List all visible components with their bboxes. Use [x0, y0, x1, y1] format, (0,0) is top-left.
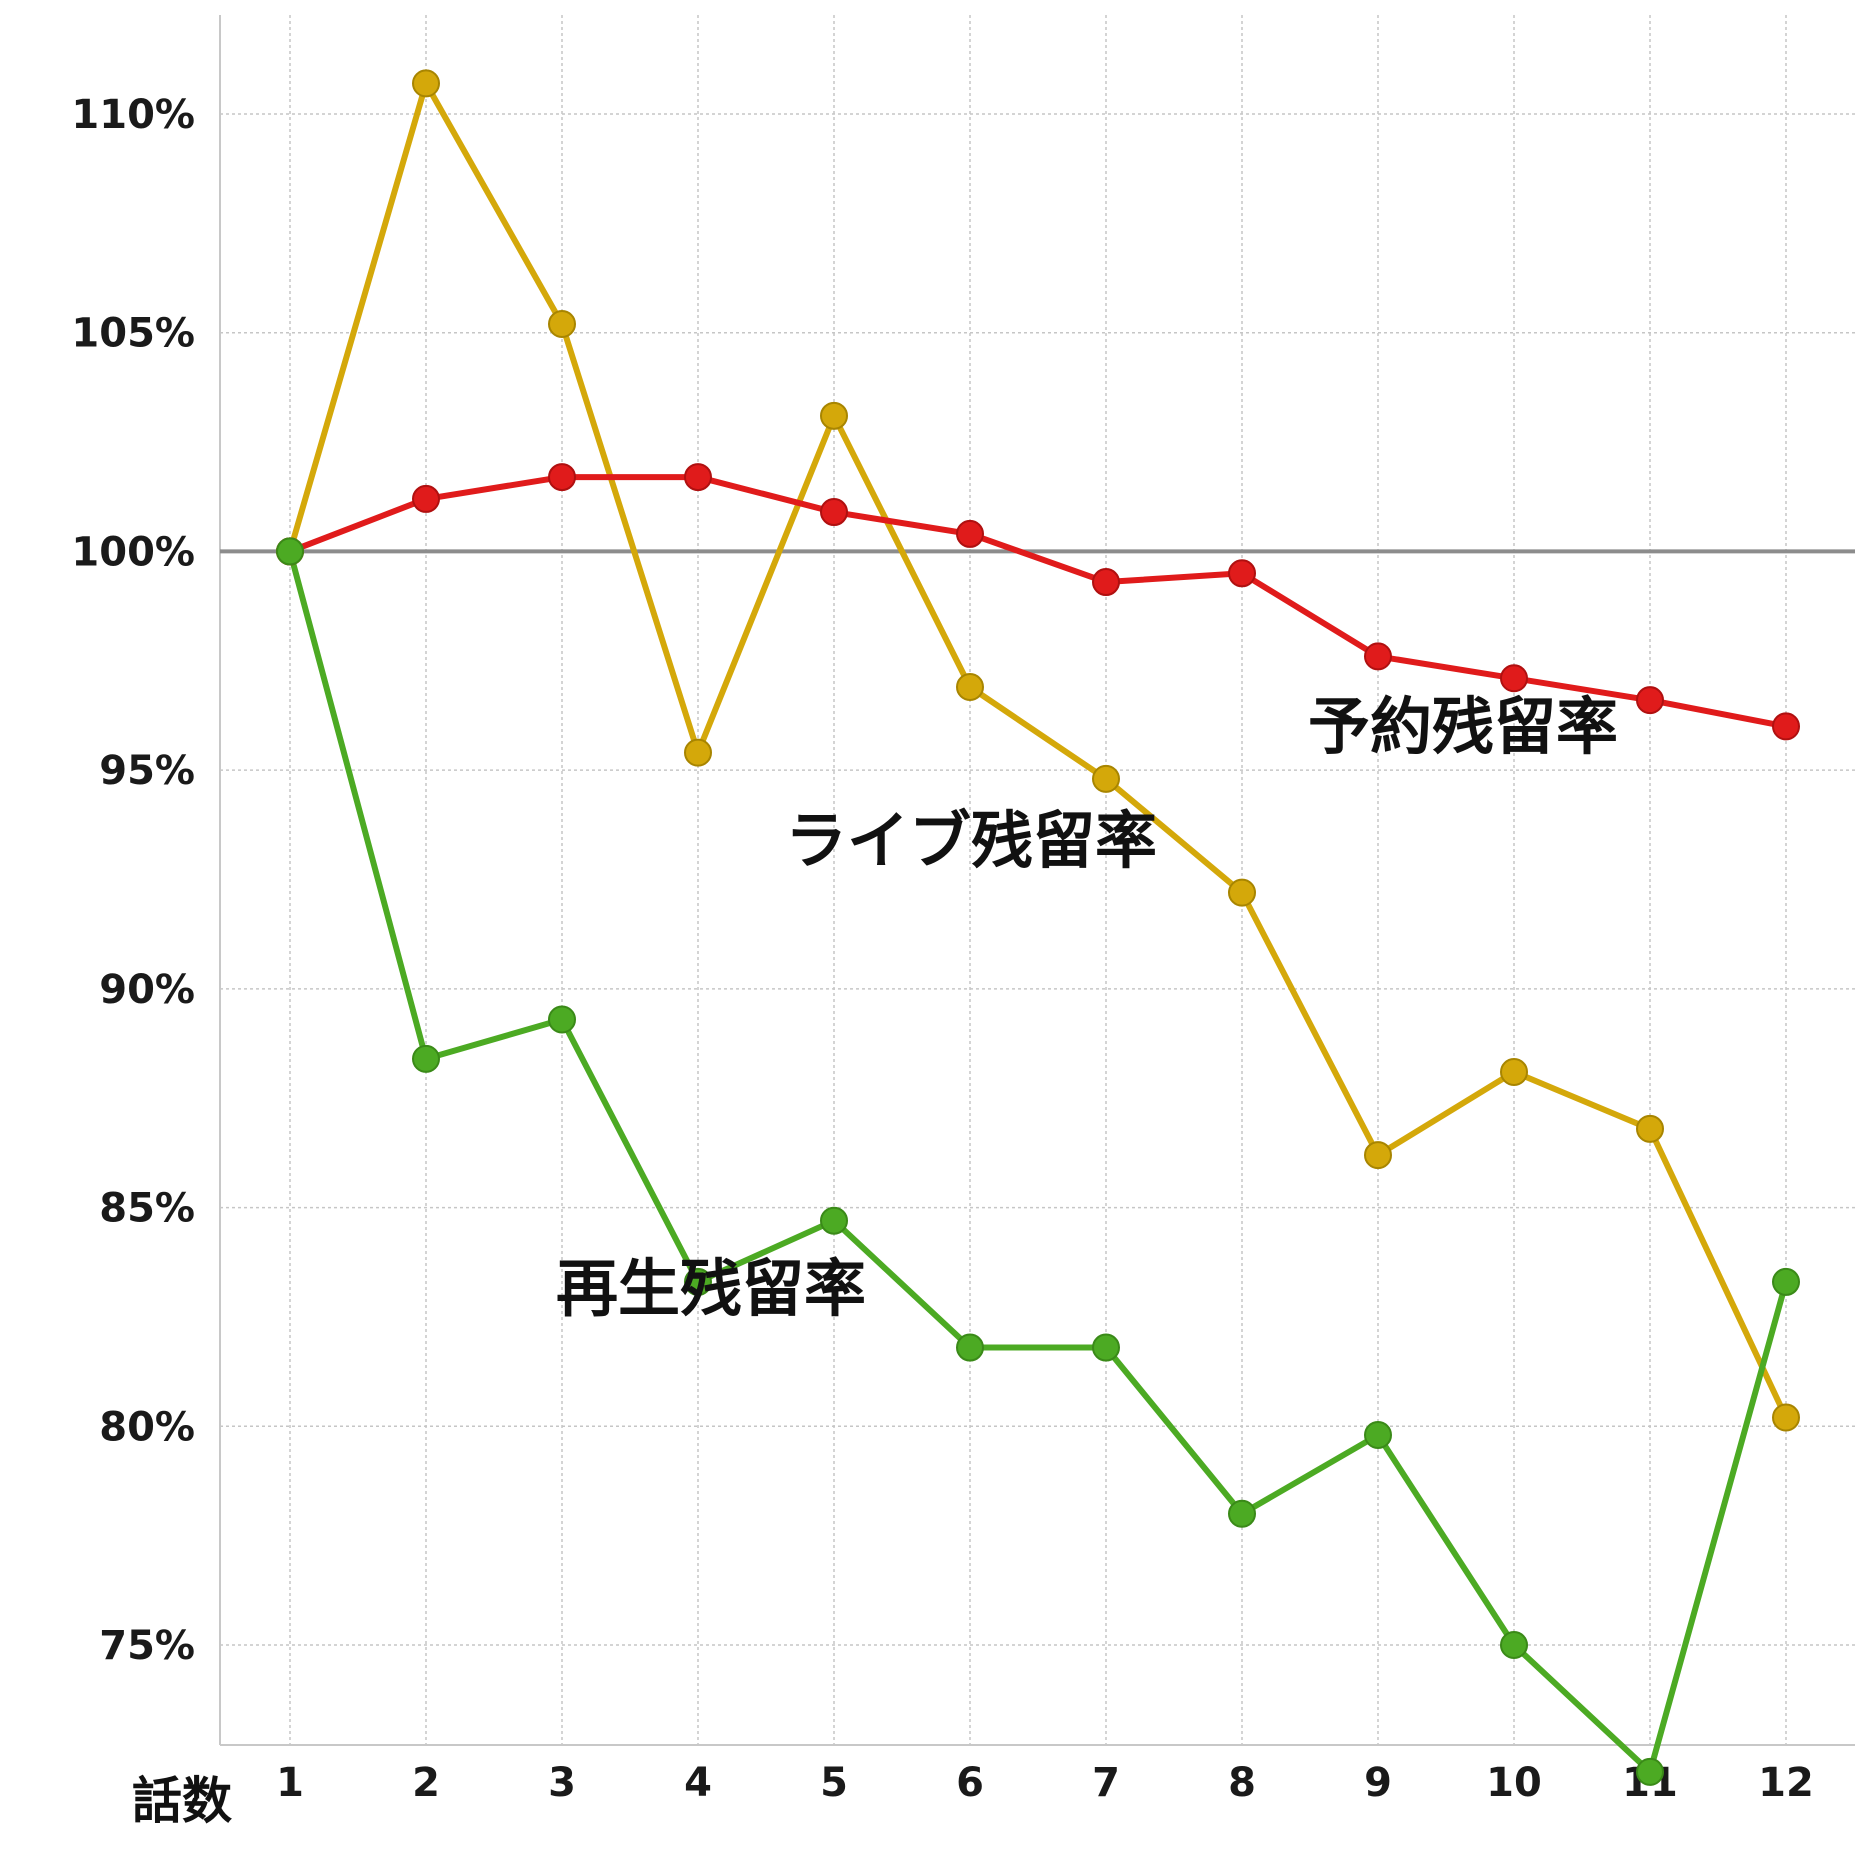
x-tick-label: 6	[956, 1760, 984, 1806]
x-tick-label: 5	[820, 1760, 848, 1806]
data-point	[956, 519, 984, 548]
series-points	[276, 69, 1800, 1786]
y-tick-label: 100%	[71, 529, 195, 575]
data-point	[956, 1333, 984, 1362]
data-point	[548, 1005, 576, 1034]
data-point	[412, 484, 440, 513]
data-point	[1772, 712, 1800, 741]
x-tick-label: 10	[1486, 1760, 1542, 1806]
data-point	[1228, 878, 1256, 907]
grid	[220, 15, 1855, 1745]
data-point	[548, 309, 576, 338]
data-point	[684, 738, 712, 767]
data-point	[1092, 1333, 1120, 1362]
data-point	[1228, 1499, 1256, 1528]
series-line-0	[287, 80, 1789, 1421]
series-line-2	[287, 548, 1789, 1775]
tick-labels: 75%80%85%90%95%100%105%110%1234567891011…	[71, 92, 1813, 1806]
x-axis-title: 話数	[132, 1772, 232, 1830]
data-point	[1228, 559, 1256, 588]
data-point	[820, 401, 848, 430]
data-point	[1364, 642, 1392, 671]
data-point	[1500, 1057, 1528, 1086]
data-point	[684, 463, 712, 492]
data-point	[1636, 1757, 1664, 1786]
data-point	[276, 537, 304, 566]
y-tick-label: 75%	[99, 1623, 195, 1669]
x-tick-label: 1	[276, 1760, 304, 1806]
y-tick-label: 95%	[99, 748, 195, 794]
x-tick-label: 4	[684, 1760, 712, 1806]
series-label-playback: 再生残留率	[556, 1252, 866, 1325]
series-label-reservation: 予約残留率	[1308, 690, 1618, 763]
y-tick-label: 85%	[99, 1186, 195, 1232]
x-tick-label: 9	[1364, 1760, 1392, 1806]
x-tick-label: 3	[548, 1760, 576, 1806]
data-point	[1500, 1631, 1528, 1659]
x-tick-label: 2	[412, 1760, 440, 1806]
data-point	[412, 1044, 440, 1073]
data-point	[1636, 686, 1664, 715]
data-point	[1092, 568, 1120, 597]
series-line-1	[287, 474, 1789, 730]
data-point	[1772, 1267, 1800, 1296]
series-label-live: ライブ残留率	[785, 804, 1157, 877]
data-point	[1500, 664, 1528, 693]
x-tick-label: 8	[1228, 1760, 1256, 1806]
series-lines	[287, 80, 1789, 1775]
data-point	[1364, 1421, 1392, 1450]
data-point	[1636, 1114, 1664, 1143]
data-point	[820, 498, 848, 527]
x-tick-label: 12	[1758, 1760, 1814, 1806]
data-point	[548, 463, 576, 492]
y-tick-label: 105%	[71, 311, 195, 357]
x-tick-label: 7	[1092, 1760, 1120, 1806]
y-tick-label: 110%	[71, 92, 195, 138]
y-tick-label: 90%	[99, 967, 195, 1013]
axes	[219, 15, 1855, 1746]
data-point	[956, 673, 984, 702]
y-tick-label: 80%	[99, 1404, 195, 1450]
data-point	[820, 1206, 848, 1235]
data-point	[1364, 1141, 1392, 1170]
data-point	[412, 69, 440, 98]
data-point	[684, 1267, 712, 1296]
data-point	[1092, 764, 1120, 793]
data-point	[1772, 1403, 1800, 1432]
